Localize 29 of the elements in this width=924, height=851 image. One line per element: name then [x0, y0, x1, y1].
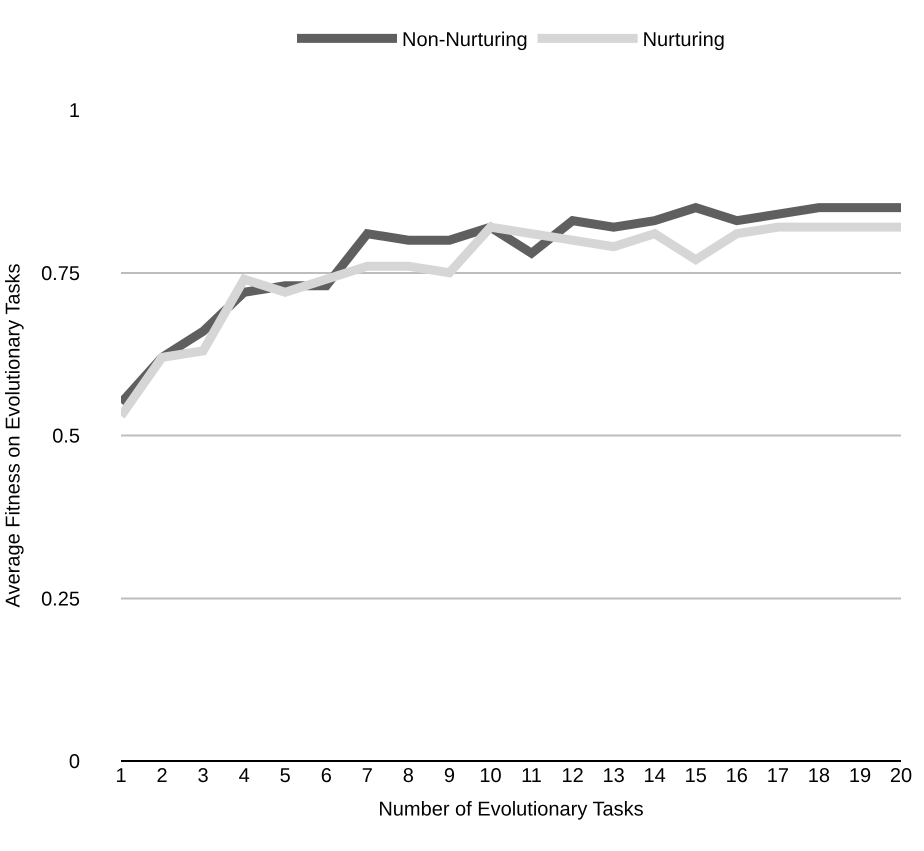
x-tick-label: 12	[561, 765, 584, 787]
x-tick-label: 16	[726, 765, 748, 787]
x-axis-title: Number of Evolutionary Tasks	[378, 798, 644, 820]
y-tick-label: 1	[68, 100, 80, 122]
y-axis-title: Average Fitness on Evolutionary Tasks	[2, 264, 25, 608]
x-tick-label: 10	[479, 765, 502, 787]
y-tick-label: 0	[68, 751, 80, 773]
x-tick-label: 20	[890, 765, 912, 787]
x-tick-label: 4	[238, 765, 250, 787]
x-tick-label: 3	[198, 765, 209, 787]
x-tick-label: 11	[521, 765, 542, 787]
x-tick-label: 19	[848, 765, 872, 787]
x-tick-label: 8	[402, 765, 414, 787]
x-tick-label: 1	[115, 765, 127, 787]
y-tick-label: 0.75	[41, 262, 80, 285]
legend-label: Non-Nurturing	[402, 29, 528, 52]
x-tick-label: 7	[362, 765, 373, 787]
x-tick-label: 18	[808, 765, 830, 787]
x-tick-label: 17	[766, 765, 789, 787]
x-tick-label: 13	[602, 765, 625, 787]
x-tick-label: 6	[320, 765, 332, 787]
x-tick-label: 5	[280, 765, 291, 787]
y-tick-label: 0.25	[41, 588, 80, 610]
x-tick-label: 14	[644, 765, 666, 787]
x-tick-label: 15	[684, 765, 707, 787]
y-tick-label: 0.5	[52, 426, 80, 448]
legend-label: Nurturing	[642, 29, 725, 52]
x-tick-label: 9	[444, 765, 455, 787]
x-tick-label: 2	[156, 765, 168, 787]
